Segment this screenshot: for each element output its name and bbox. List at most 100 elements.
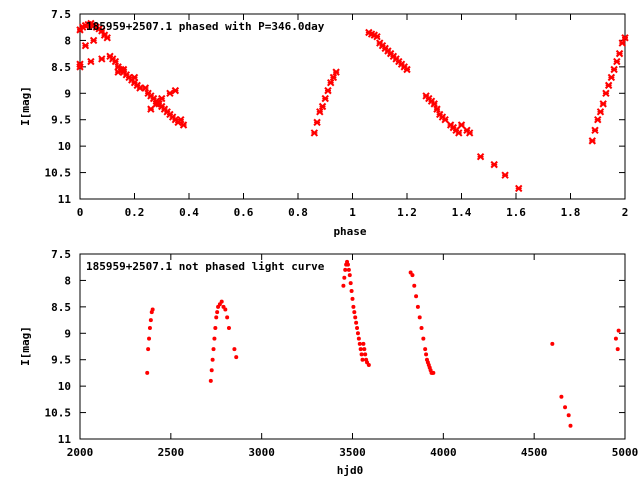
- data-point: [563, 405, 568, 410]
- data-point: [152, 100, 161, 108]
- y-tick-label: 8.5: [51, 61, 71, 74]
- data-point: [223, 307, 228, 312]
- data-point: [613, 336, 618, 341]
- x-tick-label: 4500: [521, 446, 548, 459]
- data-point: [321, 94, 329, 103]
- x-tick-label: 3000: [248, 446, 275, 459]
- data-point: [103, 34, 111, 42]
- data-point: [329, 73, 338, 82]
- data-point: [419, 326, 424, 330]
- data-point: [147, 336, 152, 341]
- data-point: [359, 352, 364, 357]
- data-point: [226, 326, 231, 330]
- data-point: [414, 294, 419, 299]
- data-point: [98, 27, 106, 35]
- data-point: [363, 352, 368, 357]
- y-tick-label: 10.5: [45, 407, 72, 420]
- x-tick-label: 1.4: [452, 206, 472, 219]
- data-point: [177, 116, 185, 124]
- x-tick-label: 1.8: [561, 206, 581, 219]
- data-points: [145, 259, 621, 428]
- data-point: [366, 363, 371, 367]
- data-point: [618, 39, 626, 47]
- x-tick-label: 0.2: [125, 206, 145, 219]
- data-point: [141, 84, 150, 92]
- data-point: [361, 341, 366, 346]
- data-point: [410, 273, 415, 278]
- data-point: [431, 370, 436, 375]
- data-point: [89, 36, 98, 45]
- data-point: [349, 289, 354, 293]
- x-tick-label: 0: [77, 206, 84, 219]
- data-point: [81, 42, 90, 50]
- data-point: [596, 108, 605, 116]
- x-tick-label: 0.6: [234, 206, 254, 219]
- data-point: [568, 423, 573, 428]
- data-point: [332, 68, 340, 76]
- data-point: [430, 100, 438, 108]
- data-point: [424, 352, 429, 357]
- y-tick-label: 10: [58, 380, 71, 393]
- data-point: [613, 57, 621, 66]
- y-tick-label: 11: [58, 433, 72, 446]
- data-point: [318, 102, 327, 111]
- tick-labels: 0 0.2 0.4 0.6 0.8 1 1.2 1.4 1.6 1.8 2 7.5 8 8.5 9 9.5 10…: [45, 8, 629, 219]
- data-point: [594, 116, 602, 124]
- data-point: [219, 299, 224, 304]
- data-point: [373, 33, 381, 41]
- data-point: [87, 57, 95, 66]
- data-point: [357, 341, 362, 346]
- data-point: [130, 73, 139, 82]
- data-point: [356, 336, 361, 341]
- data-point: [350, 296, 355, 301]
- data-point: [147, 105, 155, 113]
- data-point: [355, 326, 360, 330]
- data-point: [610, 65, 618, 74]
- axis-ticks: [79, 13, 626, 200]
- data-point: [621, 34, 629, 42]
- data-point: [353, 315, 358, 320]
- data-point: [566, 413, 571, 418]
- data-point: [150, 307, 155, 312]
- y-tick-label: 8: [64, 274, 71, 287]
- y-tick-label: 9: [64, 327, 71, 340]
- data-point: [433, 105, 441, 113]
- data-point: [412, 283, 417, 288]
- x-tick-label: 4000: [430, 446, 457, 459]
- data-point: [559, 394, 564, 399]
- data-point: [351, 304, 356, 309]
- x-tick-label: 0.4: [179, 206, 199, 219]
- phased-light-curve-panel: 0 0.2 0.4 0.6 0.8 1 1.2 1.4 1.6 1.8 2 7.5 8 8.5 9 9.5 10…: [19, 8, 629, 238]
- data-point: [347, 273, 352, 278]
- y-tick-label: 9.5: [51, 354, 71, 367]
- data-point: [457, 121, 466, 129]
- x-tick-label: 1: [349, 206, 356, 219]
- data-point: [455, 129, 463, 137]
- data-point: [171, 86, 180, 95]
- y-axis-label: I[mag]: [19, 86, 32, 126]
- data-point: [148, 318, 153, 323]
- data-point: [362, 347, 367, 352]
- data-point: [158, 94, 166, 103]
- y-tick-label: 8: [64, 34, 71, 47]
- data-point: [212, 336, 217, 341]
- tick-labels: 2000 2500 3000 3500 4000 4500 5000 7.5 8 8.5 9 9.5 1…: [45, 248, 639, 459]
- data-point: [423, 347, 428, 352]
- data-point: [607, 73, 616, 82]
- data-point: [313, 118, 321, 127]
- y-tick-label: 9.5: [51, 114, 71, 127]
- data-point: [214, 315, 219, 320]
- data-point: [616, 328, 621, 333]
- y-tick-label: 7.5: [51, 248, 71, 261]
- data-point: [145, 370, 150, 375]
- data-point: [360, 357, 365, 362]
- data-point: [615, 347, 620, 352]
- y-tick-label: 7.5: [51, 8, 71, 21]
- data-point: [225, 315, 230, 320]
- data-point: [501, 171, 509, 179]
- data-point: [166, 89, 174, 97]
- x-tick-label: 2: [622, 206, 629, 219]
- data-point: [550, 341, 555, 346]
- data-point: [119, 65, 128, 74]
- data-point: [343, 267, 348, 272]
